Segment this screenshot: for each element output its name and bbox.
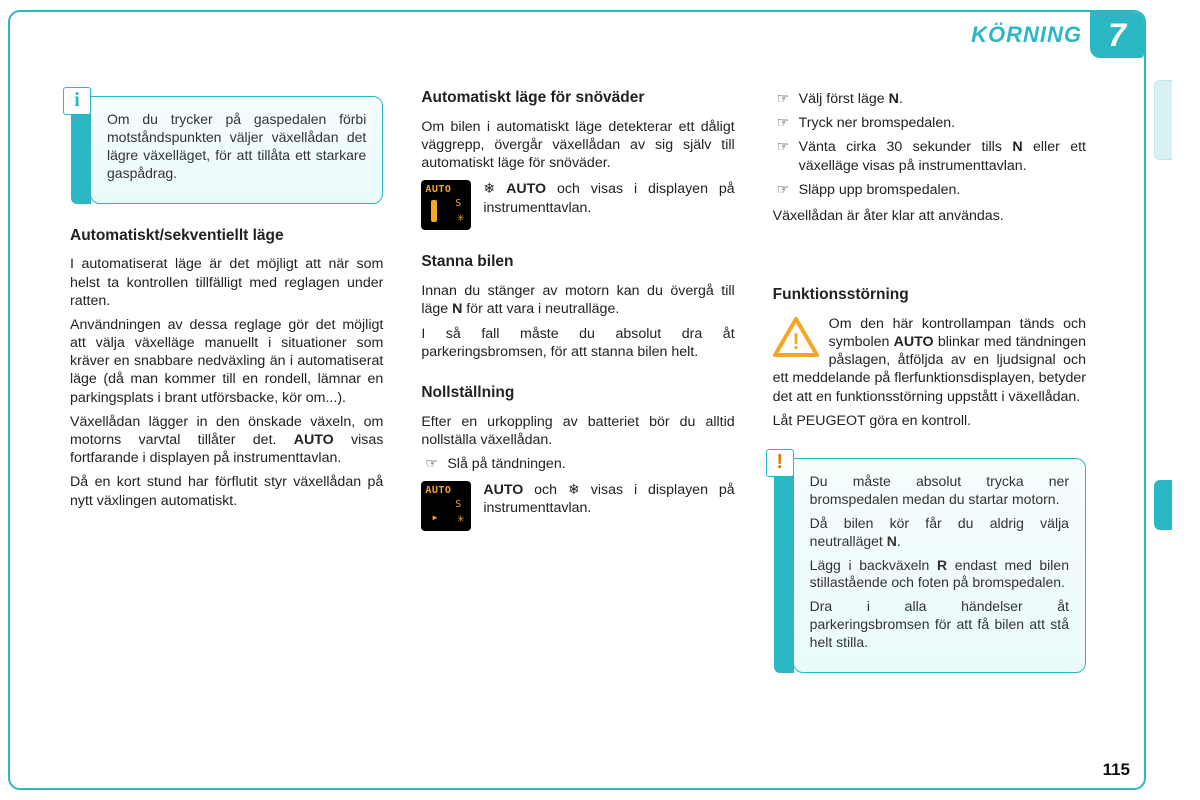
w2-b: N — [887, 533, 897, 549]
fault-p2: Låt PEUGEOT göra en kontroll. — [773, 412, 1086, 430]
w3-pre: Lägg i backväxeln — [810, 557, 937, 573]
col1-p3-bold: AUTO — [294, 432, 334, 448]
reset-li: Slå på tändningen. — [421, 455, 734, 473]
step-4: Släpp upp bromspedalen. — [773, 181, 1086, 199]
warn-l3: Lägg i backväxeln R endast med bilen sti… — [810, 557, 1069, 593]
callout-tab — [774, 458, 794, 673]
w2-post: . — [897, 533, 901, 549]
heading-auto-seq: Automatiskt/sekventiellt läge — [70, 226, 383, 246]
col1-p4: Då en kort stund har förflutit styr växe… — [70, 473, 383, 509]
snow-disp-bold: AUTO — [506, 181, 546, 197]
page-frame: KÖRNING 7 i Om du trycker på gaspedalen … — [8, 10, 1146, 790]
reset-display-block: AUTO▸S✳ AUTO och ❄ visas i displayen på … — [421, 481, 734, 531]
page-number: 115 — [1103, 760, 1130, 780]
section-title: KÖRNING — [971, 22, 1082, 48]
col1-p3: Växellådan lägger in den önskade växeln,… — [70, 413, 383, 468]
heading-stop: Stanna bilen — [421, 252, 734, 272]
chapter-chip: 7 — [1090, 12, 1144, 58]
column-1: i Om du trycker på gaspedalen förbi mots… — [70, 88, 383, 768]
exclamation-icon: ! — [766, 449, 794, 477]
w2-pre: Då bilen kör får du aldrig välja neutral… — [810, 515, 1069, 549]
chapter-number: 7 — [1108, 17, 1126, 54]
step-3: Vänta cirka 30 sekunder tills N eller et… — [773, 138, 1086, 174]
w3-b: R — [937, 557, 947, 573]
content-columns: i Om du trycker på gaspedalen förbi mots… — [70, 88, 1086, 768]
col3-after: Växellådan är åter klar att användas. — [773, 207, 1086, 225]
info-icon: i — [63, 87, 91, 115]
stop-p1-post: för att vara i neutralläge. — [462, 301, 619, 317]
heading-fault: Funktionsstörning — [773, 285, 1086, 305]
reset-display-text: AUTO och ❄ visas i displayen på instrume… — [483, 481, 734, 517]
col3-steps: Välj först läge N. Tryck ner bromspedale… — [773, 90, 1086, 199]
auto-reset-icon: AUTO▸S✳ — [421, 481, 471, 531]
warning-callout: ! Du måste absolut trycka ner bromspedal… — [793, 458, 1086, 673]
info-text: Om du trycker på gaspedalen förbi motstå… — [107, 111, 366, 183]
column-2: Automatiskt läge för snöväder Om bilen i… — [421, 88, 734, 768]
side-tab-top — [1154, 80, 1172, 160]
reset-disp-bold: AUTO — [483, 482, 523, 498]
stop-p2: I så fall måste du absolut dra åt parker… — [421, 325, 734, 361]
auto-snow-icon: AUTOS✳ — [421, 180, 471, 230]
stop-p1: Innan du stänger av motorn kan du övergå… — [421, 282, 734, 318]
step-1: Välj först läge N. — [773, 90, 1086, 108]
heading-reset: Nollställning — [421, 383, 734, 403]
fault-para: ! Om den här kontrollampan tänds och sym… — [773, 315, 1086, 406]
snow-para: Om bilen i automatiskt läge detekterar e… — [421, 118, 734, 173]
col1-p2: Användningen av dessa reglage gör det mö… — [70, 316, 383, 407]
warning-triangle-icon: ! — [773, 317, 819, 357]
column-3: Välj först läge N. Tryck ner bromspedale… — [773, 88, 1086, 768]
s1-post: . — [899, 91, 903, 107]
info-callout: i Om du trycker på gaspedalen förbi mots… — [90, 96, 383, 204]
svg-text:!: ! — [792, 329, 799, 354]
s1-b: N — [889, 91, 899, 107]
reset-p: Efter en urkoppling av batteriet bör du … — [421, 413, 734, 449]
snow-display-text: ❄ AUTO och visas i displayen på instrume… — [483, 180, 734, 216]
heading-snow: Automatiskt läge för snöväder — [421, 88, 734, 108]
warn-l2: Då bilen kör får du aldrig välja neutral… — [810, 515, 1069, 551]
reset-list: Slå på tändningen. — [421, 455, 734, 473]
warn-l4: Dra i alla händelser åt parkeringsbromse… — [810, 598, 1069, 652]
page-header: KÖRNING 7 — [971, 12, 1144, 58]
stop-p1-bold: N — [452, 301, 462, 317]
side-tab-active — [1154, 480, 1172, 530]
fault-bold: AUTO — [894, 334, 934, 350]
s3-pre: Vänta cirka 30 sekunder tills — [799, 139, 1013, 155]
s1-pre: Välj först läge — [799, 91, 889, 107]
snow-display-block: AUTOS✳ ❄ AUTO och visas i displayen på i… — [421, 180, 734, 230]
s3-b: N — [1012, 139, 1022, 155]
snow-disp-pre: ❄ — [483, 181, 506, 197]
col1-p1: I automatiserat läge är det möjligt att … — [70, 255, 383, 310]
step-2: Tryck ner bromspedalen. — [773, 114, 1086, 132]
warn-l1: Du måste absolut trycka ner bromspedalen… — [810, 473, 1069, 509]
